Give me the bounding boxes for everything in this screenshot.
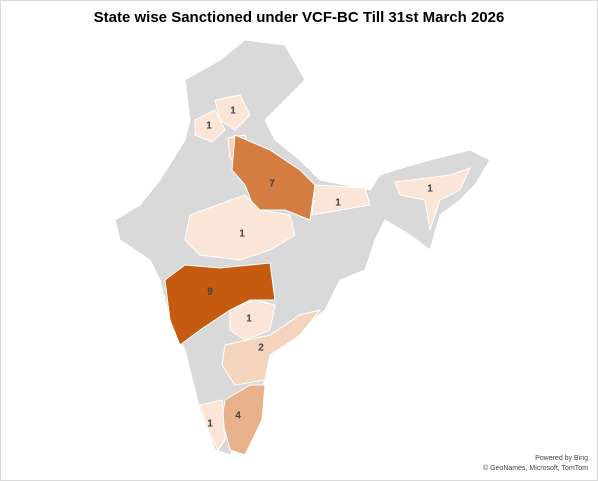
region bbox=[214, 94, 251, 131]
region-label: 1 bbox=[207, 419, 213, 430]
base-map bbox=[114, 39, 491, 456]
region bbox=[394, 167, 471, 231]
region-label: 9 bbox=[207, 287, 213, 298]
region-label: 1 bbox=[335, 198, 341, 209]
region bbox=[229, 299, 276, 341]
attribution: Powered by Bing bbox=[535, 455, 588, 462]
region bbox=[231, 134, 316, 221]
region bbox=[311, 184, 371, 216]
region-label: 7 bbox=[269, 179, 275, 190]
region-label: 4 bbox=[235, 411, 241, 422]
attribution: © GeoNames, Microsoft, TomTom bbox=[483, 464, 588, 472]
region bbox=[194, 109, 226, 143]
chart-title: State wise Sanctioned under VCF-BC Till … bbox=[94, 9, 505, 26]
region bbox=[164, 262, 276, 346]
region bbox=[199, 399, 226, 451]
region-label: 1 bbox=[230, 106, 236, 117]
region-label: 1 bbox=[427, 184, 433, 195]
region-label: 1 bbox=[239, 229, 245, 240]
region-label: 2 bbox=[258, 343, 264, 354]
region bbox=[184, 194, 296, 261]
region bbox=[221, 309, 322, 386]
region-label: 1 bbox=[246, 314, 252, 325]
region-label: 1 bbox=[206, 121, 212, 132]
